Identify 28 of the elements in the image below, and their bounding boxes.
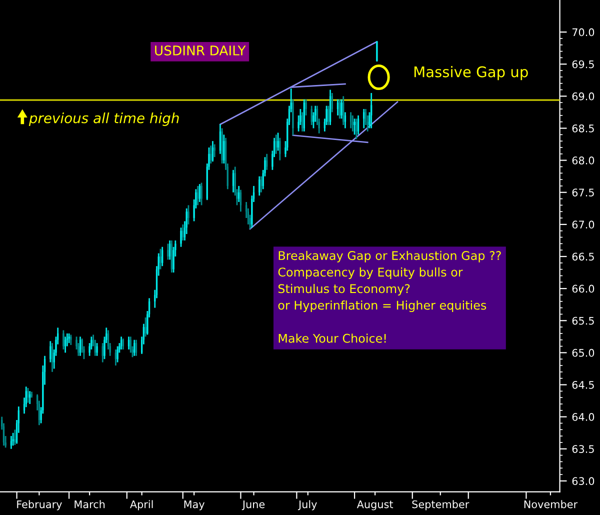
y-tick-label: 64.5 (572, 380, 594, 389)
y-tick-label: 69.5 (572, 60, 594, 68)
text: Breakaway Gap or Exhaustion Gap ?? Compacency by Equity bulls or Stimulus to Economy? or Hyperinflation = Higher equities Make Your Choice! (278, 250, 501, 343)
x-tick-label: April (130, 500, 153, 510)
y-tick-label: 63.5 (572, 445, 594, 453)
text: USDINR DAILY (155, 45, 246, 56)
y-tick-label: 67.0 (572, 220, 594, 229)
y-tick-label: 65.5 (572, 316, 594, 325)
x-tick-label: February (17, 500, 62, 510)
x-tick-label: July (298, 500, 317, 510)
y-tick-label: 70.0 (572, 28, 594, 36)
x-tick-label: September (412, 500, 470, 510)
y-tick-label: 68.5 (572, 124, 594, 132)
x-tick-label: August (356, 500, 394, 510)
annotation: Massive Gap up (414, 66, 528, 80)
ref-line-label: previous all time high (28, 112, 179, 126)
y-tick-label: 68.0 (572, 156, 594, 164)
x-tick-label: November (524, 500, 578, 508)
x-tick-label: May (184, 500, 205, 510)
x-tick-label: June (242, 500, 265, 510)
y-tick-label: 66.5 (572, 252, 594, 261)
y-tick-label: 69.0 (572, 92, 594, 100)
y-tick-label: 65.0 (572, 348, 594, 357)
y-tick-label: 66.0 (572, 284, 594, 293)
x-tick-label: March (74, 500, 105, 508)
y-tick-label: 63.0 (572, 477, 594, 486)
y-tick-label: 64.0 (572, 413, 594, 421)
y-tick-label: 67.5 (572, 188, 594, 196)
